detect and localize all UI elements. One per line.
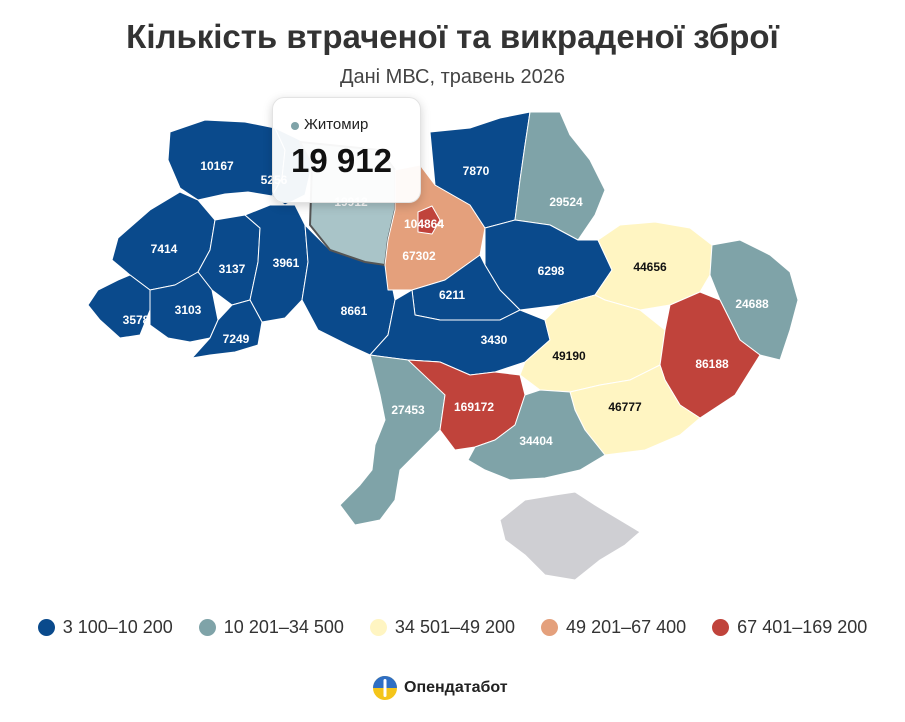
region-label-sumy: 29524: [549, 195, 583, 209]
region-crimea[interactable]: [499, 491, 641, 581]
opendatabot-logo-icon: [373, 676, 397, 700]
region-label-chernihiv: 7870: [463, 164, 490, 178]
region-label-lviv: 7414: [151, 242, 178, 256]
region-label-luhansk: 24688: [735, 297, 769, 311]
legend-item-bin3[interactable]: 34 501–49 200: [369, 617, 516, 638]
region-donetsk[interactable]: [659, 291, 761, 419]
legend-item-bin2[interactable]: 10 201–34 500: [198, 617, 344, 638]
legend-swatch: [541, 619, 559, 636]
region-tooltip: Житомир 19 912: [272, 97, 421, 203]
legend-item-bin5[interactable]: 67 401–169 200: [712, 617, 867, 638]
region-label-kirovohrad: 3430: [481, 333, 508, 347]
legend-item-bin1[interactable]: 3 100–10 200: [37, 617, 173, 638]
region-chernivtsi[interactable]: [191, 299, 263, 359]
tooltip-value: 19 912: [291, 142, 392, 179]
region-kherson[interactable]: [467, 389, 606, 481]
region-label-kharkiv: 44656: [633, 260, 667, 274]
map-title: Кількість втраченої та викраденої зброї: [126, 18, 779, 55]
region-label-mykolaiv: 169172: [454, 400, 494, 414]
region-label-volyn: 10167: [200, 159, 234, 173]
region-zakarpattia[interactable]: [87, 274, 151, 339]
tooltip-region-name: Житомир: [304, 116, 369, 133]
tooltip-color-dot: [291, 122, 299, 130]
map-subtitle: Дані МВС, травень 2026: [339, 66, 566, 88]
legend-item-bin4[interactable]: 49 201–67 400: [541, 617, 686, 638]
region-label-kherson: 34404: [519, 434, 553, 448]
region-label-donetsk: 86188: [695, 357, 729, 371]
labels-layer: 1016752567414313739613578310372498661199…: [123, 159, 769, 448]
region-luhansk[interactable]: [709, 239, 799, 361]
legend-swatch: [712, 619, 730, 636]
legend-label: 10 201–34 500: [223, 617, 344, 637]
region-label-vinnytsia: 8661: [341, 304, 368, 318]
region-label-cherkasy: 6211: [439, 288, 465, 302]
brand: Опендатабот: [372, 675, 508, 701]
region-sumy[interactable]: [514, 111, 606, 241]
regions-layer: [87, 111, 799, 581]
legend-label: 67 401–169 200: [737, 617, 868, 637]
region-label-kyiv-oblast: 67302: [402, 249, 436, 263]
legend-label: 49 201–67 400: [566, 617, 687, 637]
region-label-poltava: 6298: [538, 264, 565, 278]
region-khmelnytskyi[interactable]: [244, 204, 309, 323]
region-label-ternopil: 3137: [219, 262, 246, 276]
legend-swatch: [198, 619, 216, 636]
region-label-odesa: 27453: [391, 403, 425, 417]
region-label-ivano-frankivsk: 3103: [175, 303, 202, 317]
region-label-chernivtsi: 7249: [223, 332, 250, 346]
region-label-dnipropetrovsk: 49190: [552, 349, 586, 363]
legend-label: 3 100–10 200: [62, 617, 173, 637]
legend-swatch: [369, 619, 387, 636]
region-label-zaporizhzhia: 46777: [608, 400, 642, 414]
region-label-kyiv-city: 104864: [404, 217, 444, 231]
region-kyiv-city[interactable]: [417, 205, 441, 235]
region-label-khmelnytskyi: 3961: [273, 256, 300, 270]
legend-swatch: [37, 619, 55, 636]
brand-name: Опендатабот: [404, 679, 508, 696]
region-label-zakarpattia: 3578: [123, 313, 150, 327]
legend: 3 100–10 200 10 201–34 500 34 501–49 200…: [10, 617, 895, 638]
legend-label: 34 501–49 200: [394, 617, 516, 637]
